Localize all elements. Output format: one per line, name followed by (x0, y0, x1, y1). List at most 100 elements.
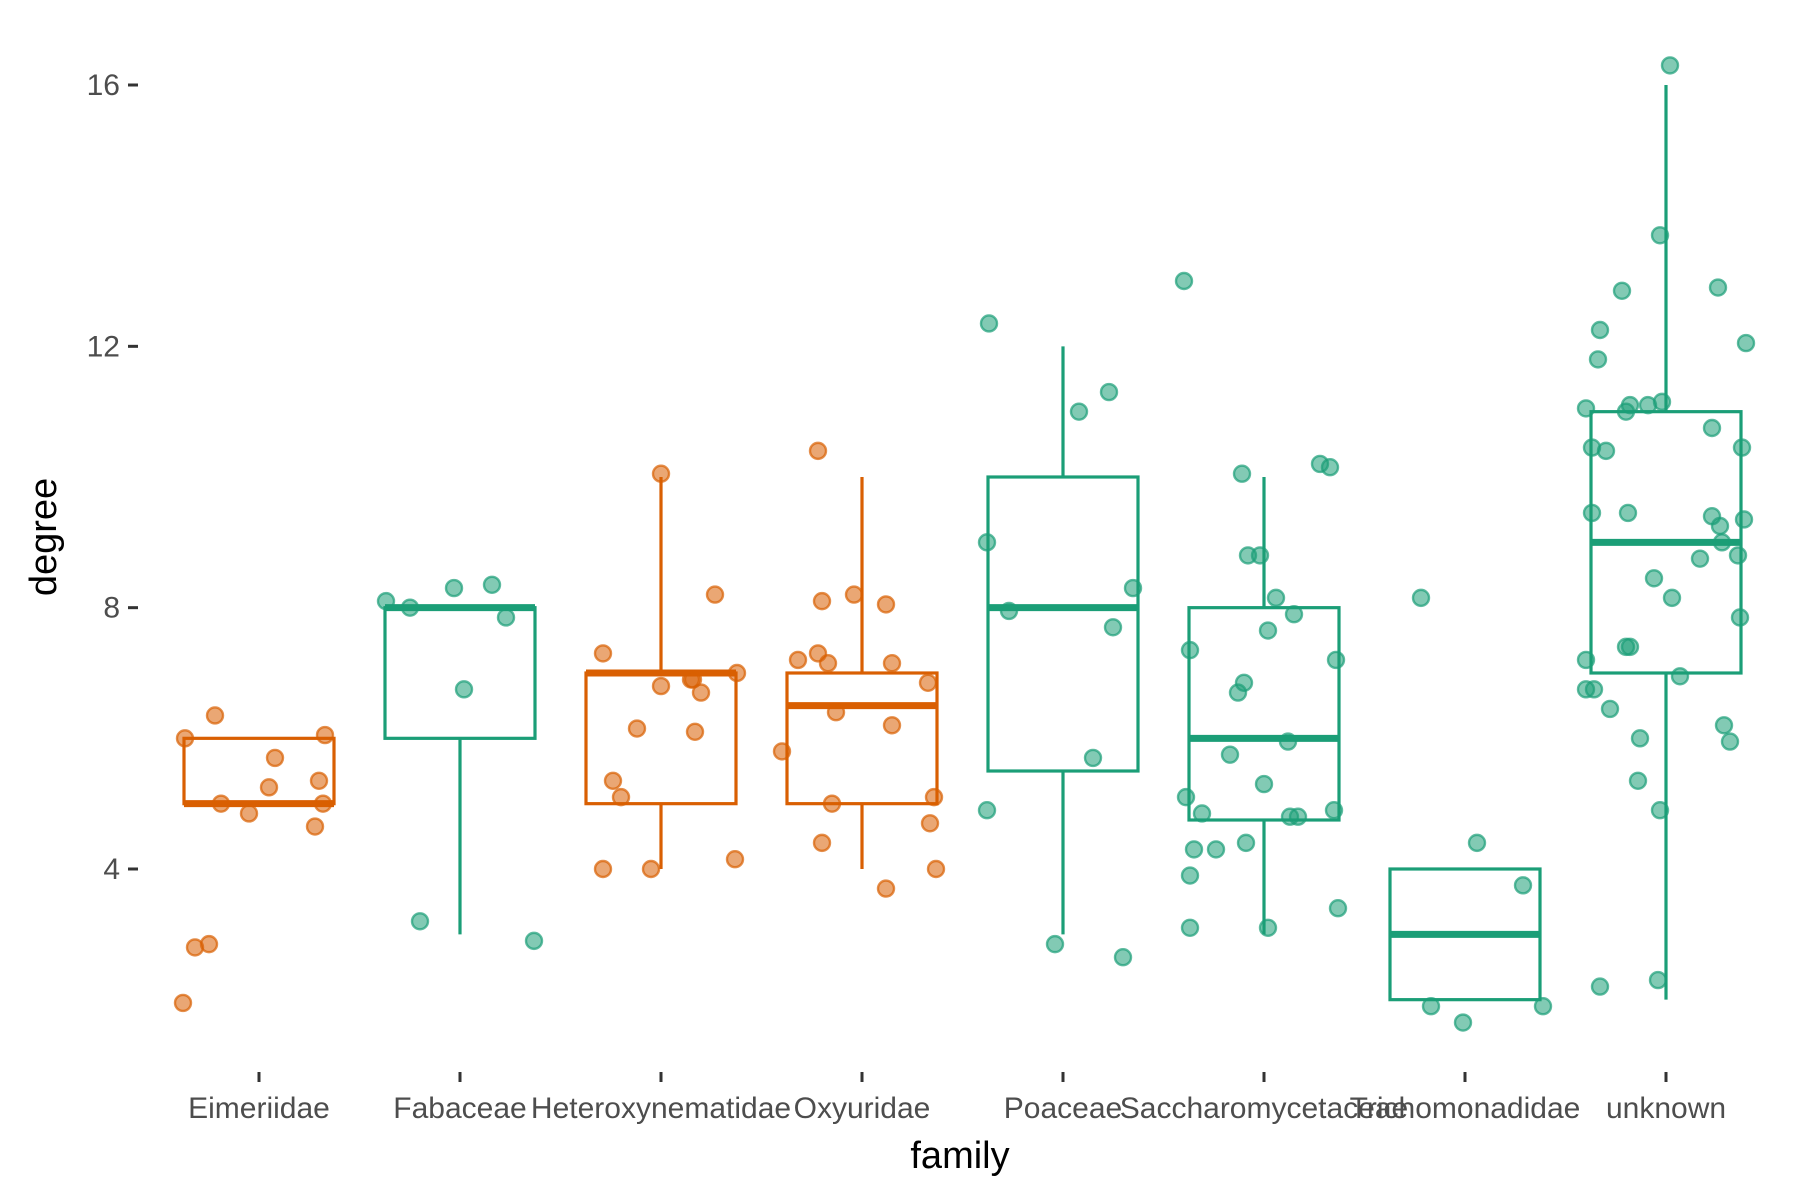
data-point (309, 771, 329, 790)
data-point (1714, 716, 1734, 735)
data-point (685, 722, 705, 741)
box-iqr (986, 475, 1140, 773)
data-point (1600, 699, 1620, 719)
data-point (1690, 549, 1710, 568)
data-point (1720, 732, 1740, 751)
x-tick-label: Trichomonadidae (1350, 1092, 1581, 1125)
data-point (1650, 226, 1670, 245)
data-point (977, 801, 997, 820)
data-point (1123, 578, 1143, 598)
data-point (1596, 441, 1616, 461)
data-point (1328, 899, 1348, 918)
data-point (1628, 771, 1648, 790)
data-point (1590, 977, 1610, 996)
data-point (1662, 588, 1682, 608)
data-point (1220, 745, 1240, 764)
data-point (1660, 56, 1680, 75)
data-point (524, 931, 544, 951)
data-point (1467, 833, 1487, 853)
box-iqr (383, 606, 537, 740)
data-point (175, 729, 195, 748)
data-point (1320, 458, 1340, 477)
data-point (812, 833, 832, 853)
data-point (305, 817, 325, 836)
data-point (1069, 402, 1089, 421)
data-point (603, 771, 623, 790)
data-point (1728, 546, 1748, 565)
data-point (593, 644, 613, 663)
data-point (1650, 801, 1670, 820)
box-iqr (182, 736, 336, 806)
data-point (788, 650, 808, 670)
data-point (1630, 729, 1650, 748)
data-point (482, 575, 502, 594)
data-point (1620, 395, 1640, 415)
data-point (826, 703, 846, 722)
data-point (1236, 833, 1256, 853)
data-point (876, 595, 896, 614)
data-point (1702, 418, 1722, 438)
y-axis: 4 8 12 16 (87, 69, 138, 886)
data-point (818, 654, 838, 673)
data-point (1284, 605, 1304, 624)
data-point (920, 814, 940, 833)
data-point (727, 663, 747, 683)
x-tick-label: Eimeriidae (188, 1092, 330, 1125)
data-point (1083, 748, 1103, 768)
data-point (1099, 382, 1119, 402)
data-point (651, 464, 671, 483)
data-point (1258, 621, 1278, 640)
data-point (1266, 588, 1286, 608)
data-point (496, 608, 516, 627)
y-tick-label: 8 (103, 592, 120, 625)
data-point (812, 591, 832, 611)
data-point (1732, 438, 1752, 457)
box-Poaceae (986, 346, 1140, 935)
data-point (1513, 876, 1533, 895)
box-iqr (1187, 606, 1341, 822)
data-point (1192, 804, 1212, 823)
data-point (1184, 840, 1204, 859)
data-point (977, 533, 997, 552)
box-Saccharomycetaceae (1187, 477, 1341, 935)
box-unknown (1589, 85, 1743, 1000)
data-point (808, 441, 828, 461)
box-Heteroxynematidae (584, 477, 738, 869)
x-tick-label: Heteroxynematidae (531, 1092, 791, 1125)
data-point (924, 787, 944, 807)
data-point (1612, 281, 1632, 300)
data-point (1533, 997, 1553, 1016)
data-point (1278, 732, 1298, 751)
data-point (1736, 333, 1756, 353)
data-point (1644, 569, 1664, 588)
box-Fabaceae (383, 604, 537, 935)
x-tick-label: Poaceae (1004, 1092, 1122, 1125)
data-point (259, 778, 279, 797)
data-point (822, 794, 842, 813)
data-point (1620, 637, 1640, 657)
data-point (205, 706, 225, 725)
data-point (1324, 801, 1344, 820)
y-tick-label: 16 (87, 69, 120, 102)
x-tick-label: Oxyuridae (794, 1092, 931, 1125)
data-point (239, 804, 259, 823)
data-point (1234, 673, 1254, 692)
data-point (876, 879, 896, 898)
data-point (1588, 350, 1608, 369)
x-tick-label: unknown (1606, 1092, 1726, 1125)
data-point (651, 676, 671, 696)
data-point (691, 683, 711, 702)
data-point (1421, 997, 1441, 1016)
data-point (1411, 588, 1431, 608)
data-point (1174, 271, 1194, 291)
data-point (400, 598, 420, 617)
data-point (1232, 464, 1252, 483)
x-tick-label: Saccharomycetaceae (1120, 1092, 1409, 1125)
data-point (1176, 787, 1196, 807)
data-point (1258, 918, 1278, 937)
data-point (1712, 533, 1732, 552)
data-point (1710, 516, 1730, 536)
data-point (173, 993, 193, 1013)
data-point (611, 787, 631, 807)
